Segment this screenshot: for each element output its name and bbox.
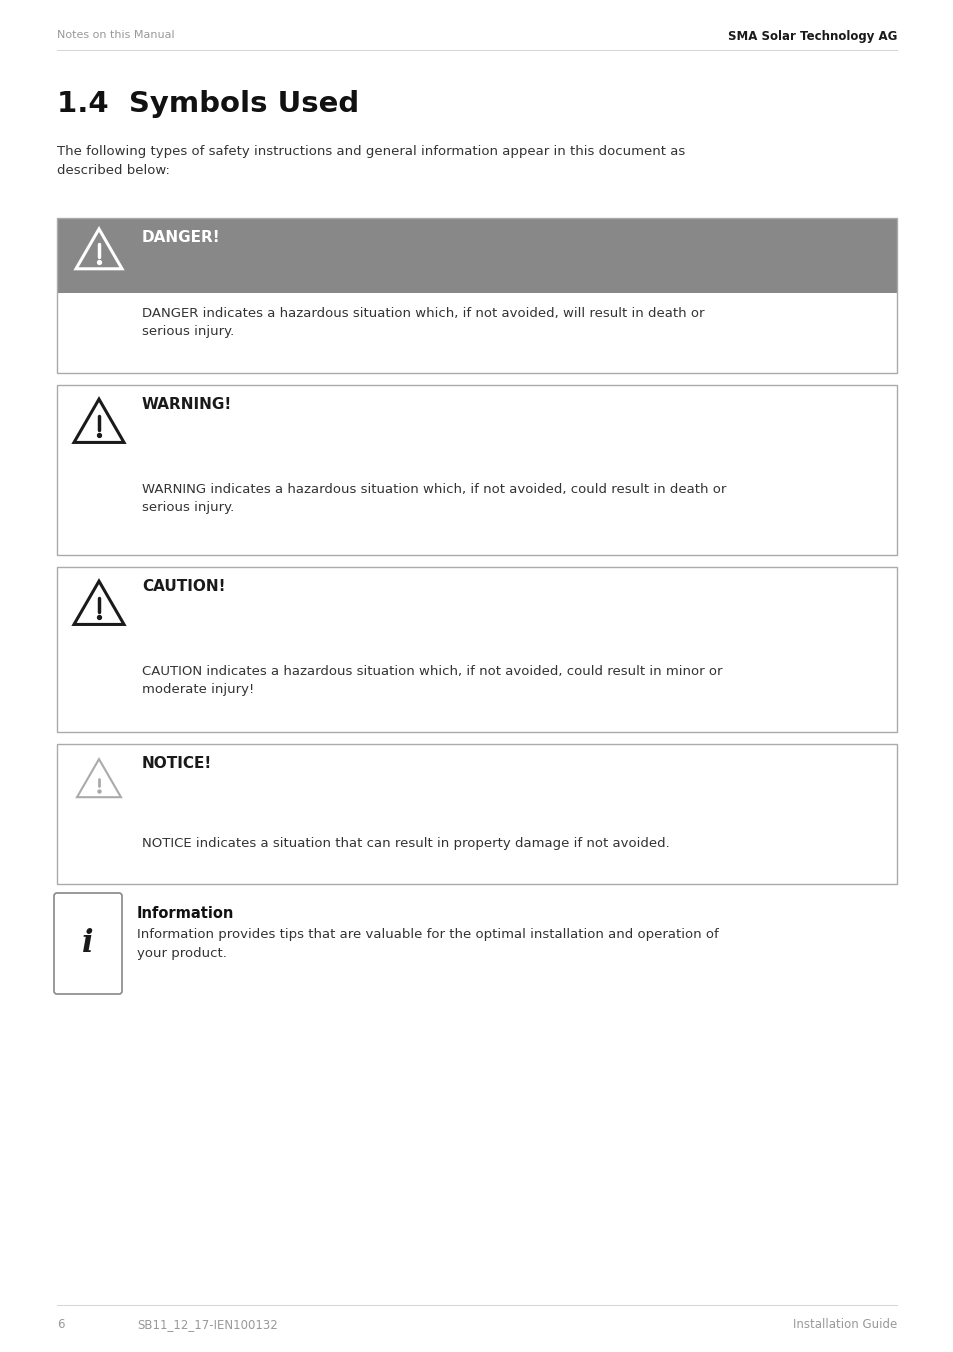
Text: CAUTION!: CAUTION! bbox=[142, 579, 225, 594]
Text: SB11_12_17-IEN100132: SB11_12_17-IEN100132 bbox=[137, 1318, 277, 1330]
FancyBboxPatch shape bbox=[57, 566, 896, 731]
Text: 6: 6 bbox=[57, 1318, 65, 1330]
Text: Information provides tips that are valuable for the optimal installation and ope: Information provides tips that are valua… bbox=[137, 927, 718, 960]
Polygon shape bbox=[77, 758, 121, 798]
Polygon shape bbox=[74, 399, 124, 442]
Text: The following types of safety instructions and general information appear in thi: The following types of safety instructio… bbox=[57, 145, 684, 177]
FancyBboxPatch shape bbox=[54, 894, 122, 994]
Text: WARNING indicates a hazardous situation which, if not avoided, could result in d: WARNING indicates a hazardous situation … bbox=[142, 483, 725, 515]
Polygon shape bbox=[74, 581, 124, 625]
Text: DANGER indicates a hazardous situation which, if not avoided, will result in dea: DANGER indicates a hazardous situation w… bbox=[142, 307, 703, 338]
Text: CAUTION indicates a hazardous situation which, if not avoided, could result in m: CAUTION indicates a hazardous situation … bbox=[142, 665, 721, 696]
Text: NOTICE indicates a situation that can result in property damage if not avoided.: NOTICE indicates a situation that can re… bbox=[142, 837, 669, 850]
FancyBboxPatch shape bbox=[57, 744, 896, 884]
Text: Information: Information bbox=[137, 906, 234, 921]
FancyBboxPatch shape bbox=[57, 385, 896, 556]
Text: 1.4  Symbols Used: 1.4 Symbols Used bbox=[57, 91, 359, 118]
Text: SMA Solar Technology AG: SMA Solar Technology AG bbox=[727, 30, 896, 43]
FancyBboxPatch shape bbox=[57, 218, 896, 293]
Text: NOTICE!: NOTICE! bbox=[142, 756, 212, 771]
Text: DANGER!: DANGER! bbox=[142, 230, 220, 245]
Text: Notes on this Manual: Notes on this Manual bbox=[57, 30, 174, 41]
Text: i: i bbox=[82, 927, 93, 959]
Polygon shape bbox=[76, 228, 122, 269]
Text: Installation Guide: Installation Guide bbox=[792, 1318, 896, 1330]
Text: WARNING!: WARNING! bbox=[142, 397, 232, 412]
